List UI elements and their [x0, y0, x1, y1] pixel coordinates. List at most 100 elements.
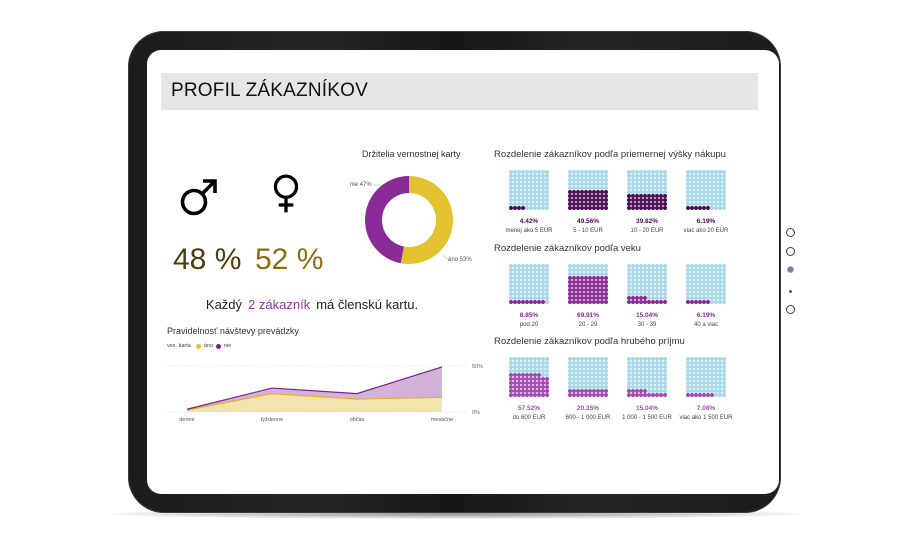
legend-nie-label[interactable]: nie	[224, 343, 232, 349]
waffle-cell-empty	[686, 186, 690, 190]
waffle-cell-empty	[568, 178, 572, 182]
waffle-cell-empty	[718, 264, 722, 268]
waffle-cell-empty	[643, 178, 647, 182]
waffle-cell-empty	[588, 377, 592, 381]
waffle-cell-empty	[686, 194, 690, 198]
waffle-cell-empty	[663, 381, 667, 385]
waffle-cell-empty	[568, 373, 572, 377]
waffle-cell-empty	[702, 174, 706, 178]
waffle-cell-filled	[651, 206, 655, 210]
waffle-cell-empty	[627, 182, 631, 186]
waffle-cell-empty	[686, 357, 690, 361]
waffle-cell-empty	[702, 178, 706, 182]
waffle-cell-empty	[580, 268, 584, 272]
legend-ano-label[interactable]: áno	[203, 343, 214, 349]
waffle-cell-empty	[635, 174, 639, 178]
waffle-cell-empty	[710, 202, 714, 206]
waffle-cell-empty	[659, 377, 663, 381]
waffle-cell-empty	[533, 280, 537, 284]
waffle-cell-empty	[627, 357, 631, 361]
waffle-cell-empty	[659, 296, 663, 300]
waffle-cell-filled	[694, 206, 698, 210]
waffle-cell-filled	[604, 296, 608, 300]
donut-slice-ano[interactable]	[400, 176, 453, 264]
waffle-cell-empty	[702, 373, 706, 377]
waffle-cell-empty	[722, 357, 726, 361]
waffle-cell-empty	[517, 361, 521, 365]
waffle-cell-empty	[694, 389, 698, 393]
waffle-cell-empty	[690, 276, 694, 280]
waffle-cell-empty	[517, 288, 521, 292]
waffle-cell-filled	[596, 276, 600, 280]
waffle-cell-empty	[580, 373, 584, 377]
waffle-cell-empty	[718, 198, 722, 202]
waffle-cell-empty	[541, 280, 545, 284]
waffle-cell-empty	[635, 385, 639, 389]
waffle-cell-empty	[521, 170, 525, 174]
waffle-cell-empty	[525, 206, 529, 210]
tablet-side-button[interactable]	[786, 305, 795, 314]
waffle-cell-filled	[635, 389, 639, 393]
waffle-cell-empty	[584, 373, 588, 377]
waffle-cell-empty	[714, 272, 718, 276]
waffle-cell-empty	[706, 381, 710, 385]
waffle-cell-empty	[635, 264, 639, 268]
waffle-cell-empty	[686, 264, 690, 268]
waffle-cell-filled	[659, 194, 663, 198]
waffle-cell-empty	[576, 264, 580, 268]
waffle-cell-empty	[529, 357, 533, 361]
waffle-cell-empty	[686, 385, 690, 389]
waffle-cell-empty	[533, 272, 537, 276]
y-tick-top: 50%	[472, 364, 483, 370]
waffle-cell-empty	[690, 272, 694, 276]
waffle-cell-empty	[722, 178, 726, 182]
waffle-cell-filled	[659, 198, 663, 202]
waffle-cell-empty	[722, 182, 726, 186]
waffle-cell-empty	[580, 361, 584, 365]
waffle-cell-filled	[706, 206, 710, 210]
waffle-cell-empty	[525, 272, 529, 276]
waffle-block: 4.42% menej ako 5 EUR	[499, 170, 559, 234]
waffle-cell-empty	[710, 276, 714, 280]
waffle-cell-empty	[525, 264, 529, 268]
waffle-cell-empty	[541, 174, 545, 178]
waffle-cell-filled	[568, 300, 572, 304]
waffle-cell-empty	[529, 284, 533, 288]
waffle-cell-empty	[718, 194, 722, 198]
waffle-category-label: 30 - 39	[637, 322, 657, 328]
waffle-cell-filled	[513, 393, 517, 397]
tablet-side-button[interactable]	[786, 228, 795, 237]
waffle-cell-filled	[627, 296, 631, 300]
waffle-cell-empty	[537, 264, 541, 268]
waffle-cell-empty	[690, 174, 694, 178]
waffle-cell-empty	[690, 170, 694, 174]
waffle-cell-filled	[663, 194, 667, 198]
tablet-side-button[interactable]	[786, 247, 795, 256]
donut-slice-nie[interactable]	[365, 176, 409, 264]
waffle-cell-empty	[537, 357, 541, 361]
waffle-cell-empty	[702, 284, 706, 288]
waffle-cell-empty	[659, 178, 663, 182]
waffle-cell-empty	[568, 385, 572, 389]
waffle-cell-empty	[525, 190, 529, 194]
waffle-cell-empty	[698, 198, 702, 202]
waffle-cell-empty	[694, 182, 698, 186]
waffle-cell-empty	[635, 272, 639, 276]
waffle-cell-empty	[722, 186, 726, 190]
waffle-cell-filled	[584, 288, 588, 292]
donut-label-ano: áno 53%	[448, 257, 472, 263]
waffle-cell-empty	[604, 170, 608, 174]
waffle-cell-empty	[686, 170, 690, 174]
waffle-cell-filled	[643, 202, 647, 206]
waffle-cell-filled	[584, 296, 588, 300]
waffle-cell-empty	[576, 178, 580, 182]
waffle-cell-empty	[694, 373, 698, 377]
waffle-cell-empty	[572, 272, 576, 276]
waffle-cell-empty	[706, 276, 710, 280]
waffle-cell-empty	[635, 276, 639, 280]
waffle-cell-empty	[529, 272, 533, 276]
waffle-cell-empty	[706, 389, 710, 393]
waffle-cell-empty	[517, 284, 521, 288]
waffle-cell-empty	[690, 288, 694, 292]
waffle-cell-empty	[643, 174, 647, 178]
